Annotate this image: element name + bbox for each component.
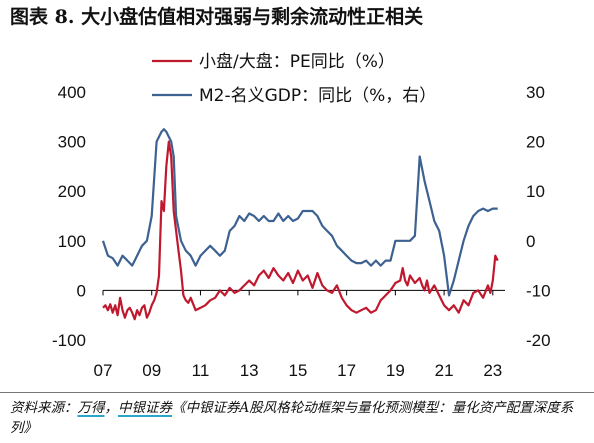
x-tick-label: 19 bbox=[386, 361, 405, 380]
x-tick-label: 17 bbox=[337, 361, 356, 380]
left-axis: 400 300 200 100 0 -100 bbox=[52, 83, 86, 350]
legend-label: M2-名义GDP：同比（%，右） bbox=[199, 86, 436, 106]
source-wind: 万得 bbox=[77, 400, 105, 416]
right-axis: 30 20 10 0 -10 -20 bbox=[526, 83, 551, 350]
right-tick-label: 10 bbox=[526, 182, 545, 201]
left-tick-label: -100 bbox=[52, 331, 86, 350]
x-tick-label: 21 bbox=[435, 361, 454, 380]
legend-label: 小盘/大盘：PE同比（%） bbox=[199, 52, 395, 72]
source-prefix: 资料来源： bbox=[10, 400, 78, 416]
series-line-pe-ratio bbox=[102, 140, 499, 321]
right-tick-label: 20 bbox=[526, 133, 545, 152]
x-tick-label: 11 bbox=[192, 361, 210, 380]
source-bocis: 中银证券 bbox=[118, 400, 172, 416]
right-tick-label: 30 bbox=[526, 83, 545, 102]
x-axis: 07 09 11 13 15 17 19 21 23 bbox=[94, 289, 505, 380]
x-tick-label: 09 bbox=[142, 361, 161, 380]
source-separator: ， bbox=[104, 400, 119, 416]
left-tick-label: 100 bbox=[58, 232, 86, 251]
x-tick-label: 07 bbox=[94, 361, 113, 380]
right-tick-label: -10 bbox=[526, 281, 551, 300]
divider bbox=[0, 392, 594, 393]
source-note: 资料来源：万得，中银证券《中银证券A股风格轮动框架与量化预测模型：量化资产配置深… bbox=[10, 398, 588, 438]
legend: 小盘/大盘：PE同比（%） M2-名义GDP：同比（%，右） bbox=[152, 52, 436, 106]
series-layer bbox=[101, 128, 499, 321]
series-line-m2-gdp bbox=[101, 128, 498, 297]
right-tick-label: -20 bbox=[526, 331, 551, 350]
left-tick-label: 0 bbox=[77, 281, 86, 300]
x-tick-label: 15 bbox=[288, 361, 307, 380]
left-tick-label: 300 bbox=[58, 133, 86, 152]
x-tick-label: 23 bbox=[483, 361, 502, 380]
x-tick-label: 13 bbox=[240, 361, 259, 380]
right-tick-label: 0 bbox=[526, 232, 535, 251]
figure-title: 图表 8. 大小盘估值相对强弱与剩余流动性正相关 bbox=[10, 6, 424, 28]
left-tick-label: 200 bbox=[58, 182, 86, 201]
left-tick-label: 400 bbox=[58, 83, 86, 102]
source-report: 《中银证券A股风格轮动框架与量化预测模型：量化资产配置深度系列》 bbox=[10, 400, 574, 436]
